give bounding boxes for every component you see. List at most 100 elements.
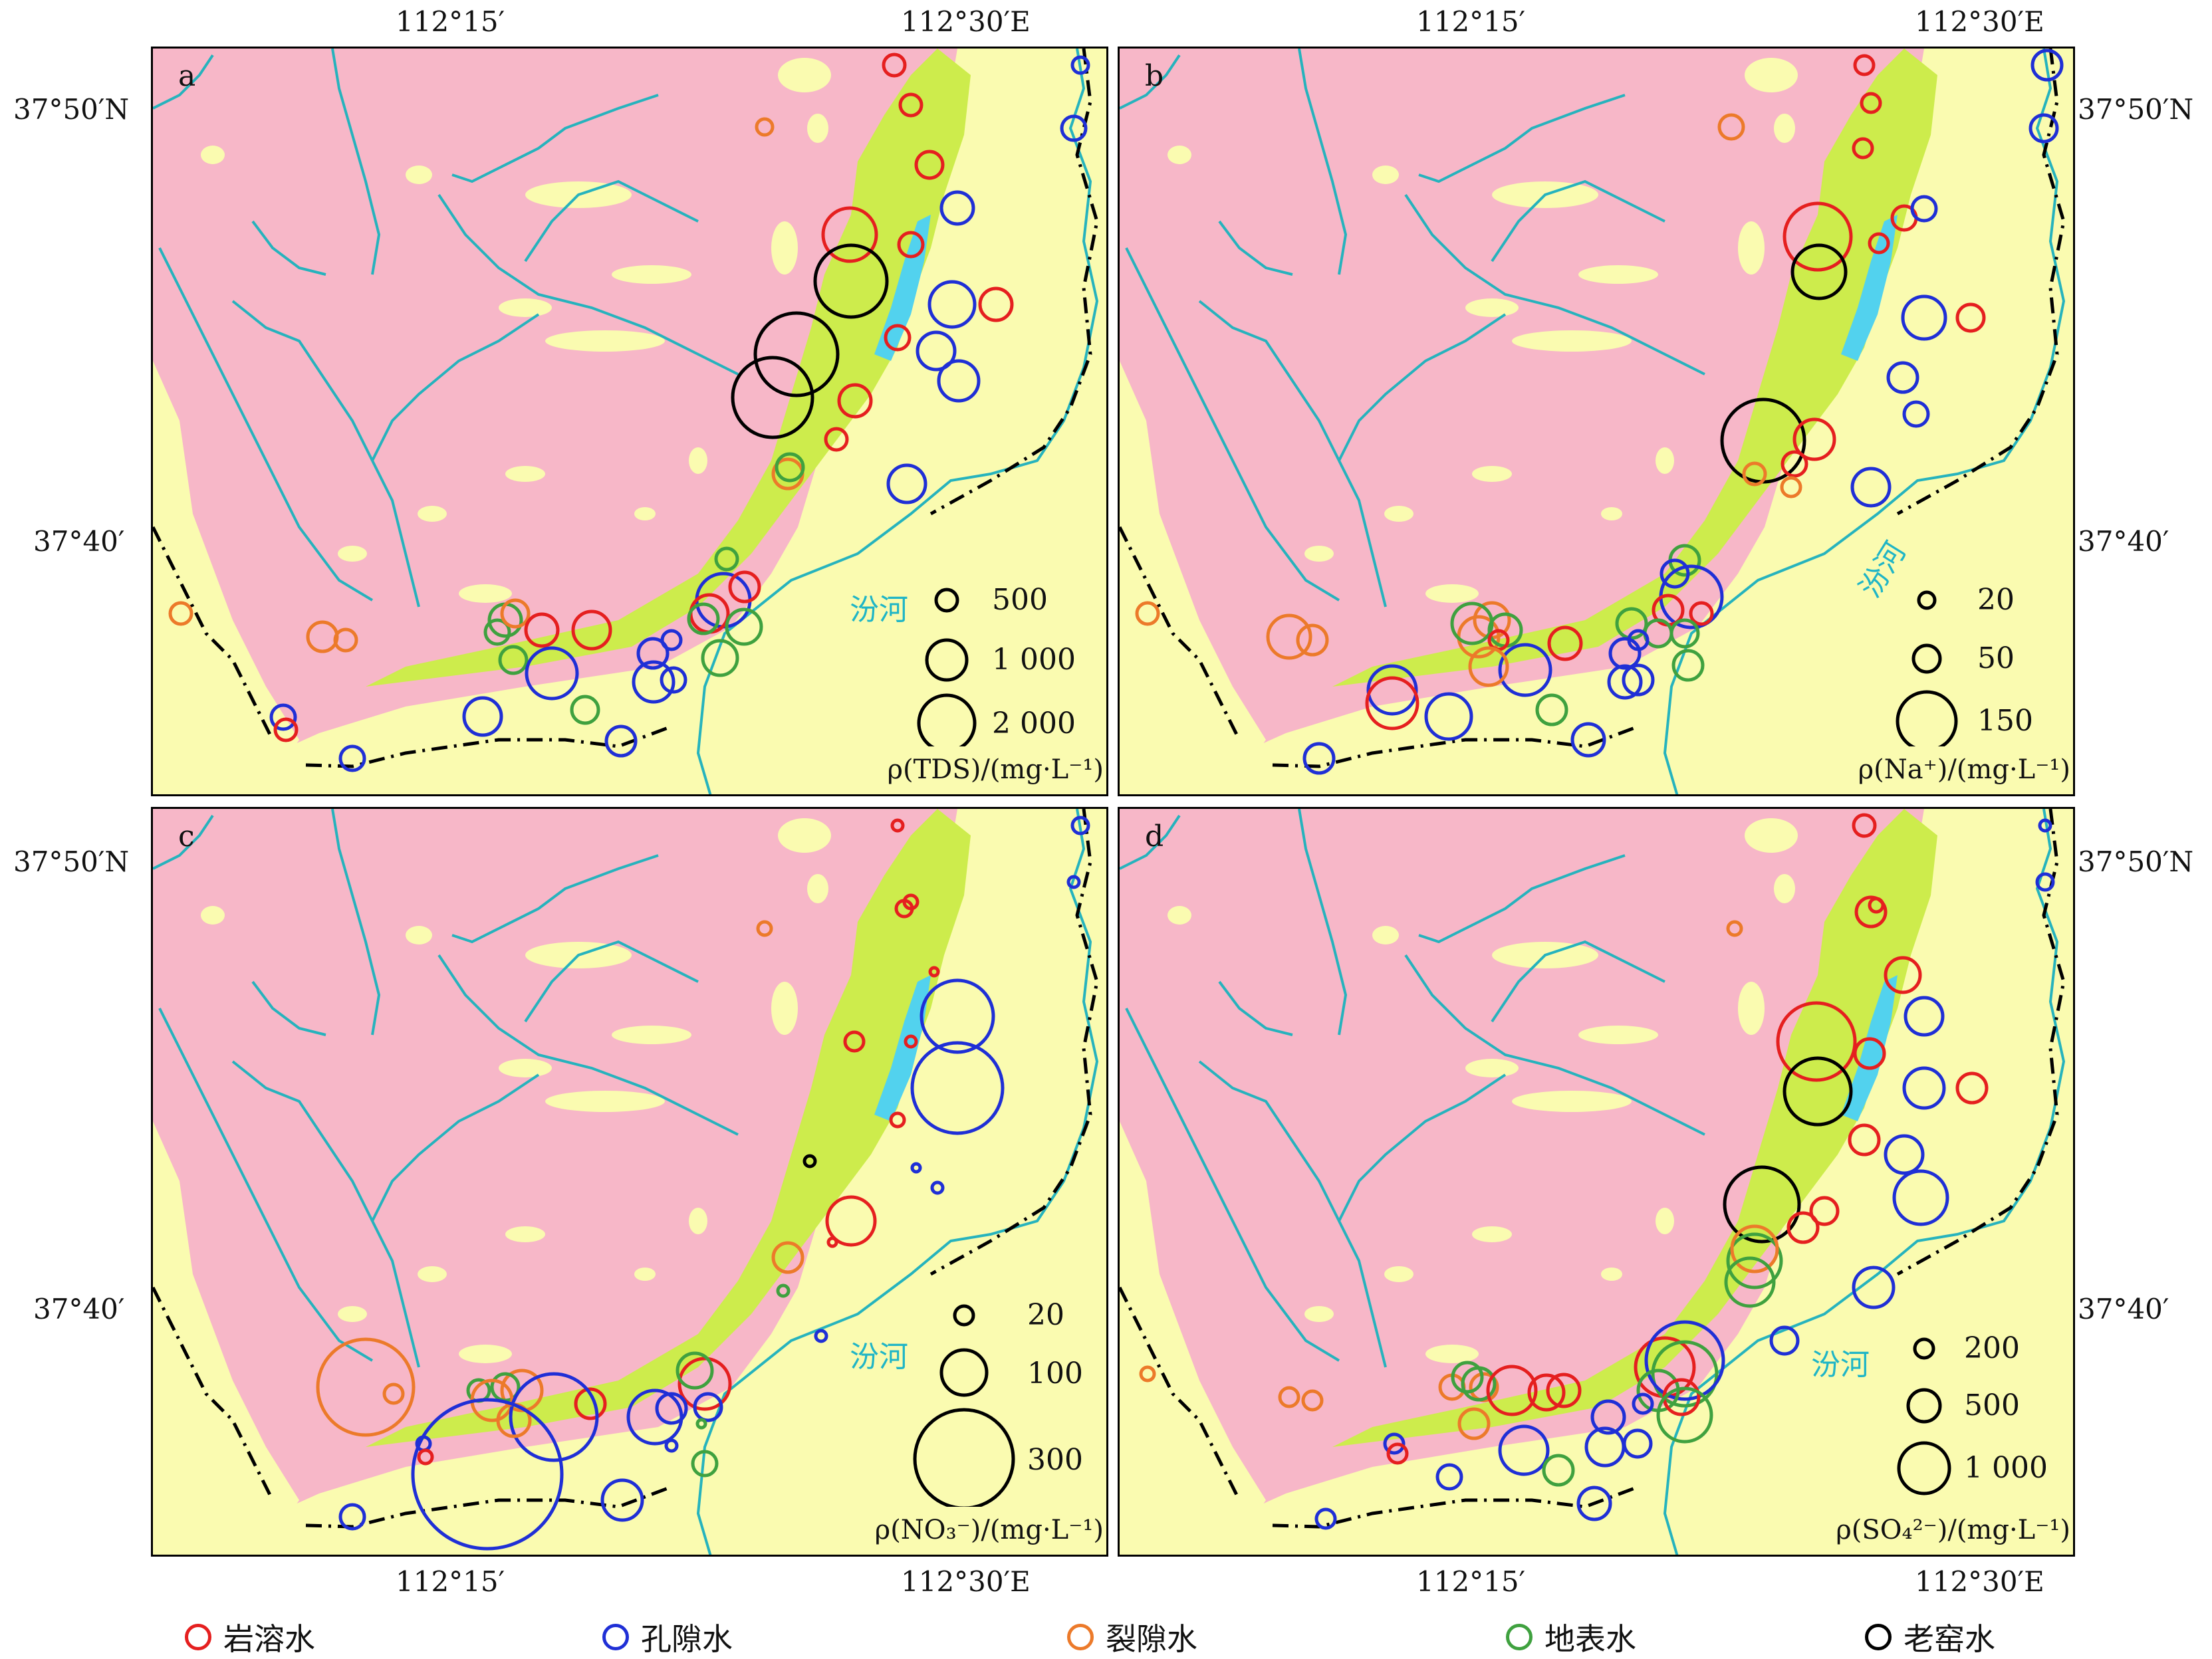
tributary-river <box>231 1060 420 1368</box>
legend-value-c-3: 300 <box>1027 1443 1083 1477</box>
karst-water-marker <box>1853 1037 1886 1070</box>
pore-water-marker <box>411 1398 564 1551</box>
pore-water-marker <box>1498 643 1552 697</box>
pore-water-marker <box>920 978 995 1054</box>
tributary-river <box>153 814 214 870</box>
pore-water-marker <box>1622 1428 1653 1459</box>
loess-patch <box>545 1091 665 1112</box>
right-lat-tick-d-1: 37°50′N <box>2078 845 2194 878</box>
pore-water-marker <box>1850 467 1892 508</box>
karst-water-marker <box>914 150 945 180</box>
reservoir <box>874 215 931 361</box>
pore-water-marker <box>1302 742 1336 775</box>
old-kiln-water-marker <box>753 311 840 397</box>
pore-water-marker <box>1904 996 1945 1037</box>
loess-west <box>153 361 299 794</box>
tributary-river <box>158 247 374 602</box>
pore-water-marker <box>939 190 975 226</box>
pore-water-marker <box>632 660 676 704</box>
karst-water-marker <box>524 612 560 648</box>
tributary-river <box>1125 1008 1340 1362</box>
loess-plain <box>1201 809 2073 1555</box>
pore-water-marker <box>1366 664 1418 716</box>
map-base-b <box>1120 49 2073 794</box>
green-unit <box>366 49 971 687</box>
loess-patch <box>1425 584 1479 603</box>
river-label-d: 汾河 <box>1811 1348 1870 1382</box>
fissure-water-marker <box>500 598 531 629</box>
pore-water-marker <box>1060 114 1088 142</box>
fissure-water-marker <box>1726 920 1743 937</box>
fissure-water-marker <box>316 1337 416 1437</box>
size-legend-c: 20 100 300 ρ(NO₃⁻)/(mg·L⁻¹) <box>875 1287 1104 1553</box>
map-panel-d: d 汾河 200 500 1 000 ρ(SO₄²⁻)/(mg·L⁻¹) <box>1118 807 2075 1557</box>
tributary-river <box>1198 300 1387 608</box>
boundary-line-south <box>1272 724 1639 768</box>
boundary-line-east <box>929 809 1099 1276</box>
tributary-river <box>437 954 739 1136</box>
legend-circle-d-3 <box>1897 1441 1951 1495</box>
map-panel-c: c 汾河 20 100 300 ρ(NO₃⁻)/(mg·L⁻¹) <box>151 807 1108 1557</box>
pore-water-marker <box>1070 816 1090 835</box>
loess-patch <box>778 58 831 92</box>
loess-patch <box>1304 1306 1334 1322</box>
karst-water-marker <box>843 1030 866 1053</box>
size-legend-b: 20 50 150 ρ(Na⁺)/(mg·L⁻¹) <box>1858 574 2070 793</box>
pore-water-marker <box>655 1392 688 1425</box>
pore-water-marker <box>2030 49 2064 82</box>
tributary-river <box>451 854 659 944</box>
karst-water-marker <box>890 818 905 833</box>
loess-patch <box>1578 1026 1658 1044</box>
tributary-river <box>1338 1073 1507 1222</box>
loess-patch <box>459 584 512 603</box>
pore-water-marker <box>1769 1325 1800 1356</box>
legend-circle-b-2 <box>1911 643 1942 674</box>
fissure-water-marker <box>1730 1224 1779 1273</box>
pore-water-marker <box>2028 113 2059 144</box>
tributary-river <box>1491 940 1665 1023</box>
karst-water-marker <box>1786 1211 1820 1244</box>
size-legend-d: 200 500 1 000 ρ(SO₄²⁻)/(mg·L⁻¹) <box>1836 1321 2070 1553</box>
pore-water-marker <box>1886 361 1919 394</box>
left-lat-tick-c-2: 37°40′ <box>33 1293 125 1325</box>
legend-old-kiln-water: 老窑水 <box>1865 1615 1995 1659</box>
karst-water-marker <box>1486 1365 1538 1416</box>
loess-patch <box>338 1306 367 1322</box>
tributary-river <box>1198 1060 1387 1368</box>
tributary-river <box>524 940 699 1023</box>
fissure-water-marker <box>1139 1365 1156 1382</box>
karst-water-marker <box>677 1357 732 1411</box>
legend-value-c-1: 20 <box>1027 1298 1064 1332</box>
legend-fissure-label: 裂隙水 <box>1106 1621 1197 1657</box>
loess-plain <box>235 49 1106 794</box>
tributary-river <box>1218 980 1293 1036</box>
boundary-line-south <box>305 1485 672 1529</box>
surface-water-marker <box>483 618 511 646</box>
sample-markers-b <box>1135 49 2064 775</box>
surface-water-marker <box>1615 607 1648 640</box>
legend-value-a-3: 2 000 <box>992 707 1076 740</box>
legend-value-a-1: 500 <box>992 583 1048 617</box>
karst-water-marker <box>574 1387 607 1420</box>
legend-value-b-1: 20 <box>1977 583 2015 617</box>
river-label-a: 汾河 <box>850 593 908 627</box>
loess-patch <box>1774 114 1795 143</box>
loess-patch <box>1601 1268 1622 1281</box>
karst-water-marker <box>1782 201 1853 272</box>
loess-patch <box>1472 466 1512 482</box>
pore-water-marker <box>1622 663 1655 697</box>
pore-water-marker <box>525 646 579 701</box>
pore-water-marker <box>636 637 670 670</box>
tributary-river <box>1218 220 1293 276</box>
karst-water-marker <box>1852 137 1874 160</box>
tributary-river <box>451 94 659 183</box>
tributary-river <box>1404 954 1705 1136</box>
loess-patch <box>406 926 432 944</box>
tributary-river <box>251 980 326 1036</box>
loess-patch <box>1167 146 1191 164</box>
karst-water-marker <box>1868 897 1885 914</box>
karst-water-marker <box>904 1034 918 1049</box>
loess-patch <box>505 1226 545 1242</box>
loess-patch <box>1372 926 1399 944</box>
old-kiln-water-marker <box>802 1154 817 1168</box>
